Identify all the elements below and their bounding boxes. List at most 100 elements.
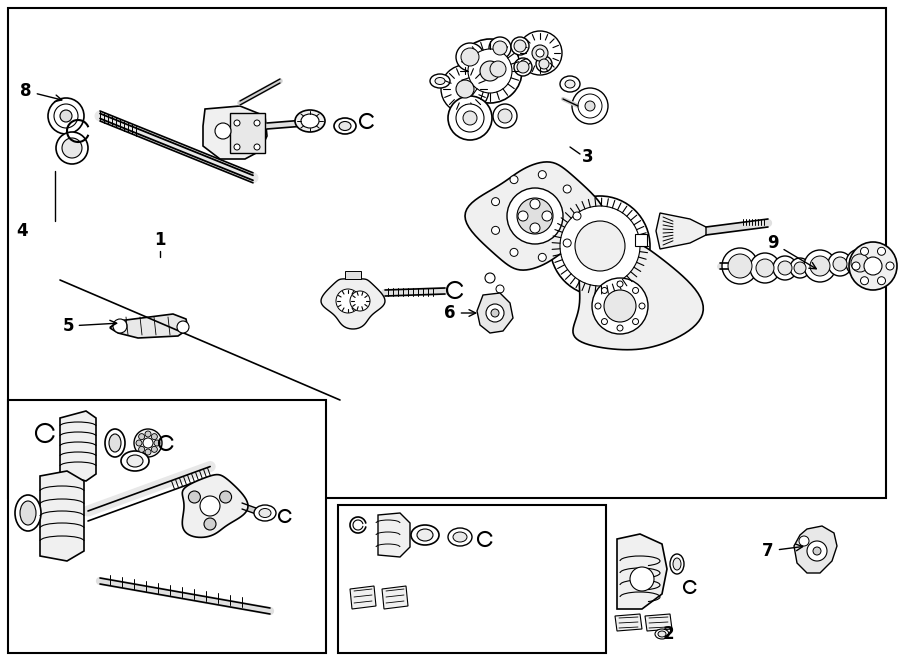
Circle shape [507,188,563,244]
Circle shape [56,132,88,164]
Ellipse shape [658,631,666,637]
Text: 7: 7 [762,542,803,560]
Circle shape [860,277,868,285]
Ellipse shape [453,532,467,542]
Polygon shape [350,586,376,609]
Polygon shape [645,614,672,631]
Circle shape [773,256,797,280]
Circle shape [145,431,151,437]
Circle shape [456,80,474,98]
Circle shape [456,43,484,71]
Circle shape [113,319,127,333]
Bar [338,505,606,653]
Circle shape [448,96,492,140]
Circle shape [486,57,510,81]
Text: 5: 5 [62,317,117,335]
Circle shape [493,104,517,128]
Circle shape [807,541,827,561]
Ellipse shape [259,508,271,518]
Polygon shape [794,526,837,573]
Circle shape [617,281,623,287]
Circle shape [461,48,479,66]
Circle shape [728,254,752,278]
Circle shape [538,253,546,261]
Ellipse shape [560,76,580,92]
Circle shape [491,198,500,206]
Circle shape [878,277,886,285]
Circle shape [550,196,650,296]
Circle shape [336,289,360,313]
Ellipse shape [430,74,450,88]
Circle shape [530,223,540,233]
Circle shape [539,59,549,69]
Circle shape [151,446,158,452]
Circle shape [511,37,529,55]
Bar [8,400,326,653]
Circle shape [778,261,792,275]
Circle shape [542,211,552,221]
Circle shape [491,309,499,317]
Circle shape [485,273,495,283]
Ellipse shape [448,528,472,546]
Circle shape [572,88,608,124]
Circle shape [560,206,640,286]
Circle shape [604,290,636,322]
Circle shape [480,61,500,81]
Circle shape [563,239,572,247]
Ellipse shape [127,455,143,467]
Ellipse shape [417,529,433,541]
Circle shape [486,304,504,322]
Circle shape [463,111,477,125]
Circle shape [143,438,153,448]
Circle shape [833,257,847,271]
Circle shape [177,321,189,333]
Circle shape [204,518,216,530]
Ellipse shape [15,495,41,531]
Circle shape [538,171,546,178]
Circle shape [750,253,780,283]
Polygon shape [617,534,667,609]
Circle shape [756,259,774,277]
Circle shape [573,212,581,220]
Circle shape [441,65,489,113]
Ellipse shape [565,80,575,88]
Circle shape [601,288,608,293]
Circle shape [518,31,562,75]
Circle shape [639,303,645,309]
Ellipse shape [334,118,356,134]
Circle shape [151,434,158,440]
Circle shape [468,49,512,93]
Circle shape [496,285,504,293]
Polygon shape [465,162,605,270]
Circle shape [804,250,836,282]
Circle shape [810,256,830,276]
Text: 1: 1 [154,231,166,249]
Ellipse shape [254,505,276,521]
Circle shape [585,101,595,111]
Circle shape [154,440,160,446]
Circle shape [633,319,639,325]
Circle shape [200,496,220,516]
Circle shape [864,257,882,275]
Ellipse shape [109,434,121,452]
Text: 6: 6 [445,304,476,322]
Circle shape [134,429,162,457]
Polygon shape [378,513,410,557]
Bar [230,113,265,153]
Polygon shape [615,614,642,631]
Text: 3: 3 [582,148,594,166]
Polygon shape [110,314,188,338]
Ellipse shape [339,122,351,130]
Circle shape [60,110,72,122]
Polygon shape [40,471,84,561]
Circle shape [234,120,240,126]
Ellipse shape [673,558,681,570]
Polygon shape [656,213,706,249]
Bar [345,271,361,279]
Circle shape [139,434,145,440]
Polygon shape [60,411,96,481]
Ellipse shape [105,429,125,457]
Circle shape [530,199,540,209]
Circle shape [215,123,231,139]
Ellipse shape [655,629,669,639]
